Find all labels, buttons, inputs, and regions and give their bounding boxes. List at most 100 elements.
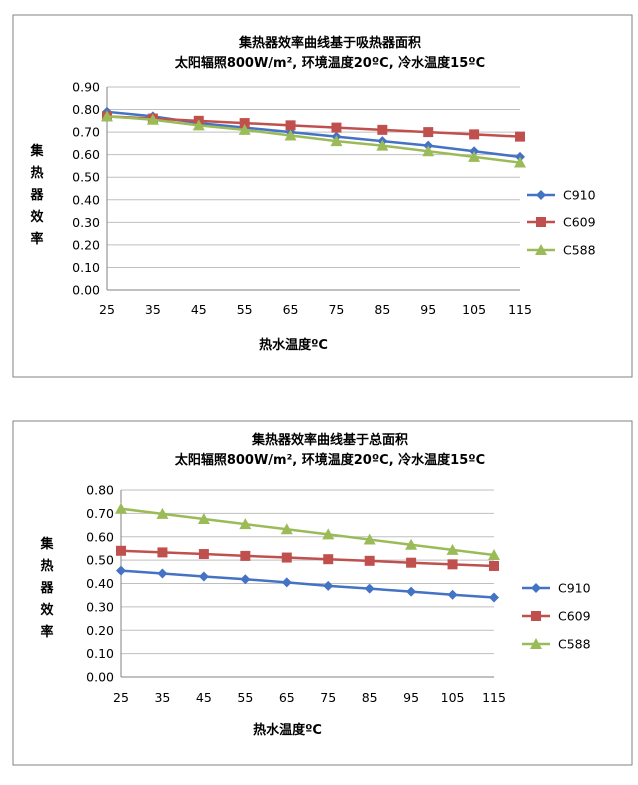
y-tick-label: 0.70 [72,125,100,140]
data-point [323,554,334,565]
y-tick-label: 0.60 [86,529,114,544]
chart-title: 集热器效率曲线基于吸热器面积 [238,35,421,51]
x-tick-label: 35 [145,302,161,317]
y-axis-title: 集热器效率 [29,143,44,247]
chart-2: 集热器效率曲线基于总面积太阳辐照800W/m², 环境温度20ºC, 冷水温度1… [0,415,638,785]
x-tick-label: 45 [191,302,207,317]
data-point [515,131,525,142]
data-point [363,533,376,545]
y-tick-label: 0.70 [86,506,114,521]
y-tick-label: 0.20 [72,237,100,252]
y-tick-label: 0.00 [72,283,100,298]
data-point [240,574,251,585]
x-tick-label: 45 [196,690,212,705]
data-point [405,538,418,550]
data-point [330,135,343,147]
x-tick-label: 65 [283,302,299,317]
y-tick-label: 0.30 [86,599,114,614]
y-tick-label: 0.80 [86,483,114,498]
data-point [157,568,168,579]
y-tick-label: 0.20 [86,623,114,638]
y-tick-label: 0.00 [86,670,114,685]
data-point [238,123,251,135]
chart-title: 集热器效率曲线基于总面积 [251,432,408,448]
data-point [489,560,499,571]
data-point [281,577,292,588]
x-tick-label: 85 [362,690,378,705]
y-tick-label: 0.30 [72,215,100,230]
y-tick-label: 0.10 [86,646,114,661]
series-C910 [116,565,499,603]
data-point [406,586,417,597]
series-C588 [101,110,526,168]
x-tick-label: 75 [328,302,344,317]
data-point [377,124,388,135]
x-tick-label: 105 [441,690,465,705]
legend-label: C609 [563,215,596,230]
legend-swatch-marker [536,217,546,227]
data-point [198,549,209,560]
x-axis-title: 热水温度ºC [259,337,328,353]
x-tick-label: 55 [237,302,253,317]
y-tick-label: 0.50 [72,170,100,185]
x-tick-label: 35 [154,690,170,705]
data-point [285,120,296,131]
y-tick-label: 0.40 [72,192,100,207]
data-point [364,555,375,566]
series-line [120,569,495,599]
series-C588 [115,502,500,560]
data-point [422,145,435,157]
x-tick-label: 95 [420,302,436,317]
data-point [239,518,252,530]
data-point [116,565,126,576]
data-point [447,559,458,570]
chart-subtitle: 太阳辐照800W/m², 环境温度20ºC, 冷水温度15ºC [174,452,485,468]
y-tick-label: 0.10 [72,260,100,275]
x-tick-label: 75 [320,690,336,705]
data-point [115,502,127,514]
data-point [364,583,375,594]
data-point [157,547,168,558]
data-point [331,122,342,133]
data-point [101,110,113,122]
legend-item: C609 [522,609,591,624]
legend-item: C609 [527,215,596,230]
y-tick-label: 0.40 [86,576,114,591]
x-tick-label: 85 [374,302,390,317]
x-tick-label: 65 [279,690,295,705]
data-point [423,127,434,138]
chart-1: 集热器效率曲线基于吸热器面积太阳辐照800W/m², 环境温度20ºC, 冷水温… [0,0,638,378]
data-point [489,592,499,603]
series-C609 [116,545,499,571]
data-point [514,156,526,168]
legend-label: C588 [558,637,591,652]
data-point [406,557,417,568]
x-tick-label: 105 [462,302,486,317]
legend-item: C910 [527,188,596,203]
series-line [106,115,521,138]
series-line [120,549,495,568]
x-tick-label: 55 [237,690,253,705]
data-point [146,113,159,125]
data-point [488,548,500,560]
x-tick-label: 95 [403,690,419,705]
legend-label: C588 [563,243,596,258]
data-point [240,550,251,561]
x-tick-label: 115 [508,302,532,317]
data-point [468,150,481,162]
legend-label: C609 [558,609,591,624]
data-point [469,129,480,140]
data-point [322,528,335,540]
data-point [280,523,293,535]
x-axis-title: 热水温度ºC [253,722,322,738]
data-point [239,118,250,129]
legend-swatch-marker [530,638,542,649]
chart-subtitle: 太阳辐照800W/m², 环境温度20ºC, 冷水温度15ºC [174,55,485,71]
data-point [447,589,458,600]
y-tick-label: 0.60 [72,147,100,162]
y-tick-label: 0.50 [86,553,114,568]
legend-swatch-marker [535,244,547,255]
data-point [446,543,459,555]
